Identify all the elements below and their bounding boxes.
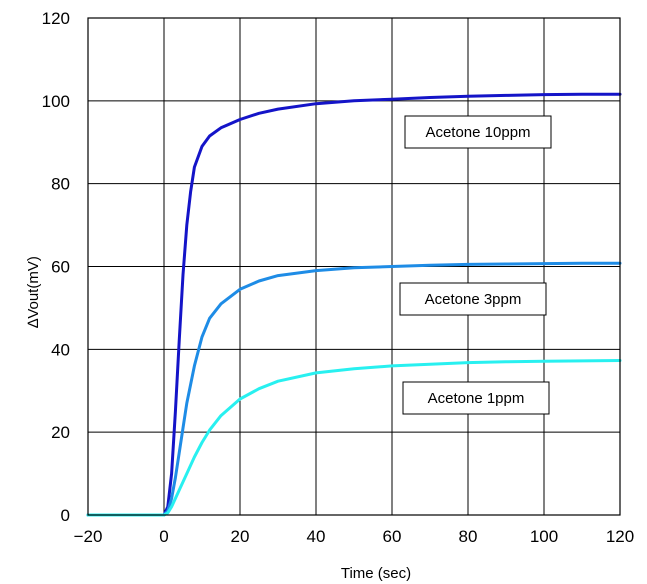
y-tick-label: 0 — [61, 506, 70, 525]
plot-frame — [87, 17, 621, 516]
annotation-box: Acetone 1ppm — [402, 381, 550, 415]
annotation-label: Acetone 3ppm — [425, 291, 522, 308]
x-tick-label: 40 — [307, 527, 326, 546]
annotation-layer: Acetone 10ppm Acetone 3ppm Acetone 1ppm — [399, 115, 552, 415]
annotation-box-frame — [399, 282, 547, 316]
annotation-box: Acetone 10ppm — [404, 115, 552, 149]
annotation-box: Acetone 3ppm — [399, 282, 547, 316]
x-tick-label: 20 — [231, 527, 250, 546]
x-tick-label: 60 — [383, 527, 402, 546]
annotation-label: Acetone 10ppm — [425, 124, 530, 141]
annotation-box-frame — [402, 381, 550, 415]
y-tick-labels: 0 20 40 60 80 100 120 — [42, 9, 70, 525]
y-tick-label: 80 — [51, 175, 70, 194]
x-tick-label: −20 — [74, 527, 103, 546]
x-tick-label: 120 — [606, 527, 634, 546]
y-tick-label: 20 — [51, 423, 70, 442]
series-line-1 — [86, 261, 622, 517]
y-tick-label: 120 — [42, 9, 70, 28]
x-axis-label: Time (sec) — [341, 565, 411, 582]
series-line-2 — [86, 359, 622, 517]
y-tick-label: 40 — [51, 340, 70, 359]
series-layer — [86, 92, 622, 517]
x-tick-label: 0 — [159, 527, 168, 546]
annotation-label: Acetone 1ppm — [428, 390, 525, 407]
annotation-box-frame — [404, 115, 552, 149]
y-tick-label: 100 — [42, 92, 70, 111]
x-tick-label: 80 — [459, 527, 478, 546]
series-line-0 — [86, 92, 622, 517]
y-tick-label: 60 — [51, 258, 70, 277]
x-tick-label: 100 — [530, 527, 558, 546]
x-tick-labels: −20 0 20 40 60 80 100 120 — [74, 527, 635, 546]
y-axis-label: ∆Vout(mV) — [25, 256, 42, 328]
